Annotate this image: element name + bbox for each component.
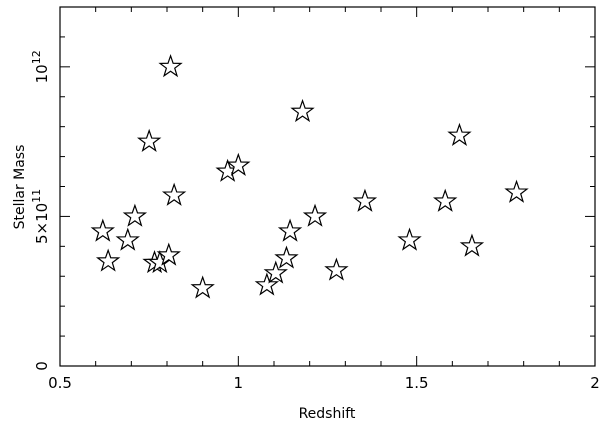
data-point-star xyxy=(433,188,458,212)
data-point-star xyxy=(447,122,472,147)
axis-ticks xyxy=(59,6,596,367)
x-axis-title: Redshift xyxy=(299,406,356,422)
x-tick-label: 1.5 xyxy=(405,374,429,392)
data-point-star xyxy=(290,98,315,123)
data-point-star xyxy=(274,245,299,269)
data-points xyxy=(90,54,529,299)
data-point-star xyxy=(156,242,181,266)
x-tick-label: 1 xyxy=(234,374,244,392)
y-tick-labels: 0 5×1011 1012 xyxy=(30,50,51,370)
data-point-star xyxy=(190,275,215,299)
x-tick-labels: 0.5 1 1.5 2 xyxy=(48,374,600,392)
data-point-star xyxy=(302,203,328,227)
y-tick-label: 0 xyxy=(33,361,51,371)
x-tick-label: 0.5 xyxy=(48,374,72,392)
data-point-star xyxy=(95,248,121,272)
data-point-star xyxy=(459,233,485,257)
y-tick-label: 5×1011 xyxy=(30,189,51,244)
data-point-star xyxy=(254,272,280,296)
y-axis-title: Stellar Mass xyxy=(12,145,28,230)
data-point-star xyxy=(324,257,349,281)
data-point-star xyxy=(122,203,148,227)
data-point-star xyxy=(161,182,187,206)
data-point-star xyxy=(90,218,116,242)
x-tick-label: 2 xyxy=(590,374,600,392)
data-point-star xyxy=(136,128,162,152)
data-point-star xyxy=(226,152,251,176)
data-point-star xyxy=(115,227,140,251)
data-point-star xyxy=(263,260,288,284)
data-point-star xyxy=(504,179,529,203)
data-point-star xyxy=(352,188,378,212)
data-point-star xyxy=(397,227,422,251)
data-point-star xyxy=(158,54,183,78)
data-point-star xyxy=(277,218,303,242)
y-tick-label: 1012 xyxy=(30,50,51,83)
